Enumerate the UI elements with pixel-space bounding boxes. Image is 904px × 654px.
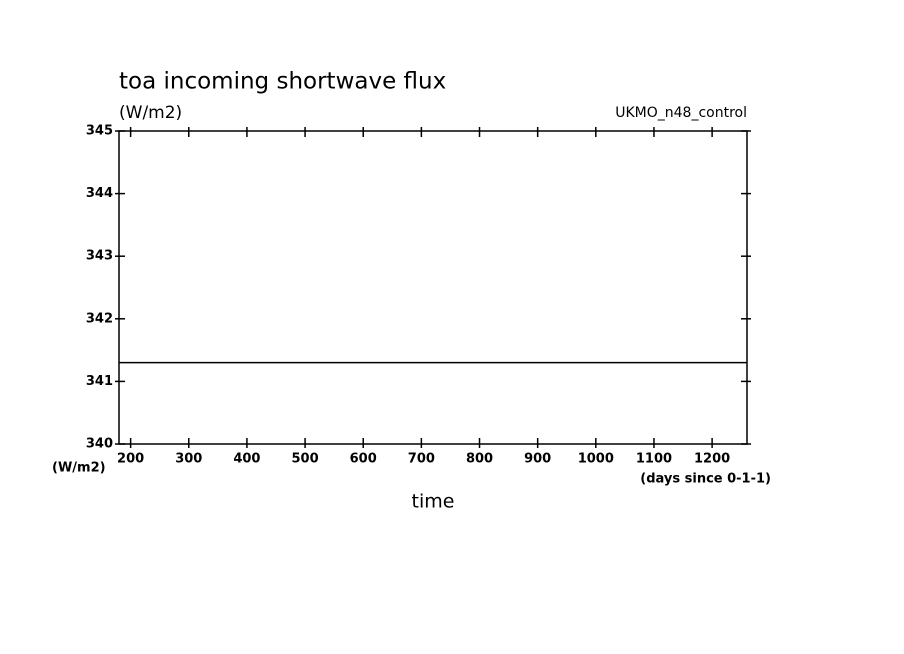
- y-tick-label: 341: [86, 374, 113, 389]
- x-tick-label: 900: [524, 452, 551, 467]
- y-tick-label: 343: [86, 249, 113, 264]
- y-tick-label: 345: [86, 124, 113, 139]
- x-tick-label: 500: [292, 452, 319, 467]
- x-axis-label: time: [412, 491, 455, 513]
- x-tick-label: 700: [408, 452, 435, 467]
- y-unit: (W/m2): [52, 461, 106, 476]
- x-tick-label: 1200: [694, 452, 730, 467]
- y-tick-label: 344: [86, 186, 113, 201]
- plot-frame: [118, 130, 748, 445]
- x-tick-label: 1100: [636, 452, 672, 467]
- x-tick-label: 800: [466, 452, 493, 467]
- chart-subtitle: (W/m2): [119, 103, 182, 123]
- y-tick-label: 342: [86, 311, 113, 326]
- chart-title: toa incoming shortwave flux: [119, 69, 446, 95]
- x-tick-label: 400: [233, 452, 260, 467]
- x-tick-label: 1000: [578, 452, 614, 467]
- x-unit: (days since 0-1-1): [640, 472, 771, 487]
- x-tick-label: 300: [175, 452, 202, 467]
- x-tick-label: 200: [117, 452, 144, 467]
- annotation: UKMO_n48_control: [615, 105, 747, 121]
- x-tick-label: 600: [350, 452, 377, 467]
- y-tick-label: 340: [86, 437, 113, 452]
